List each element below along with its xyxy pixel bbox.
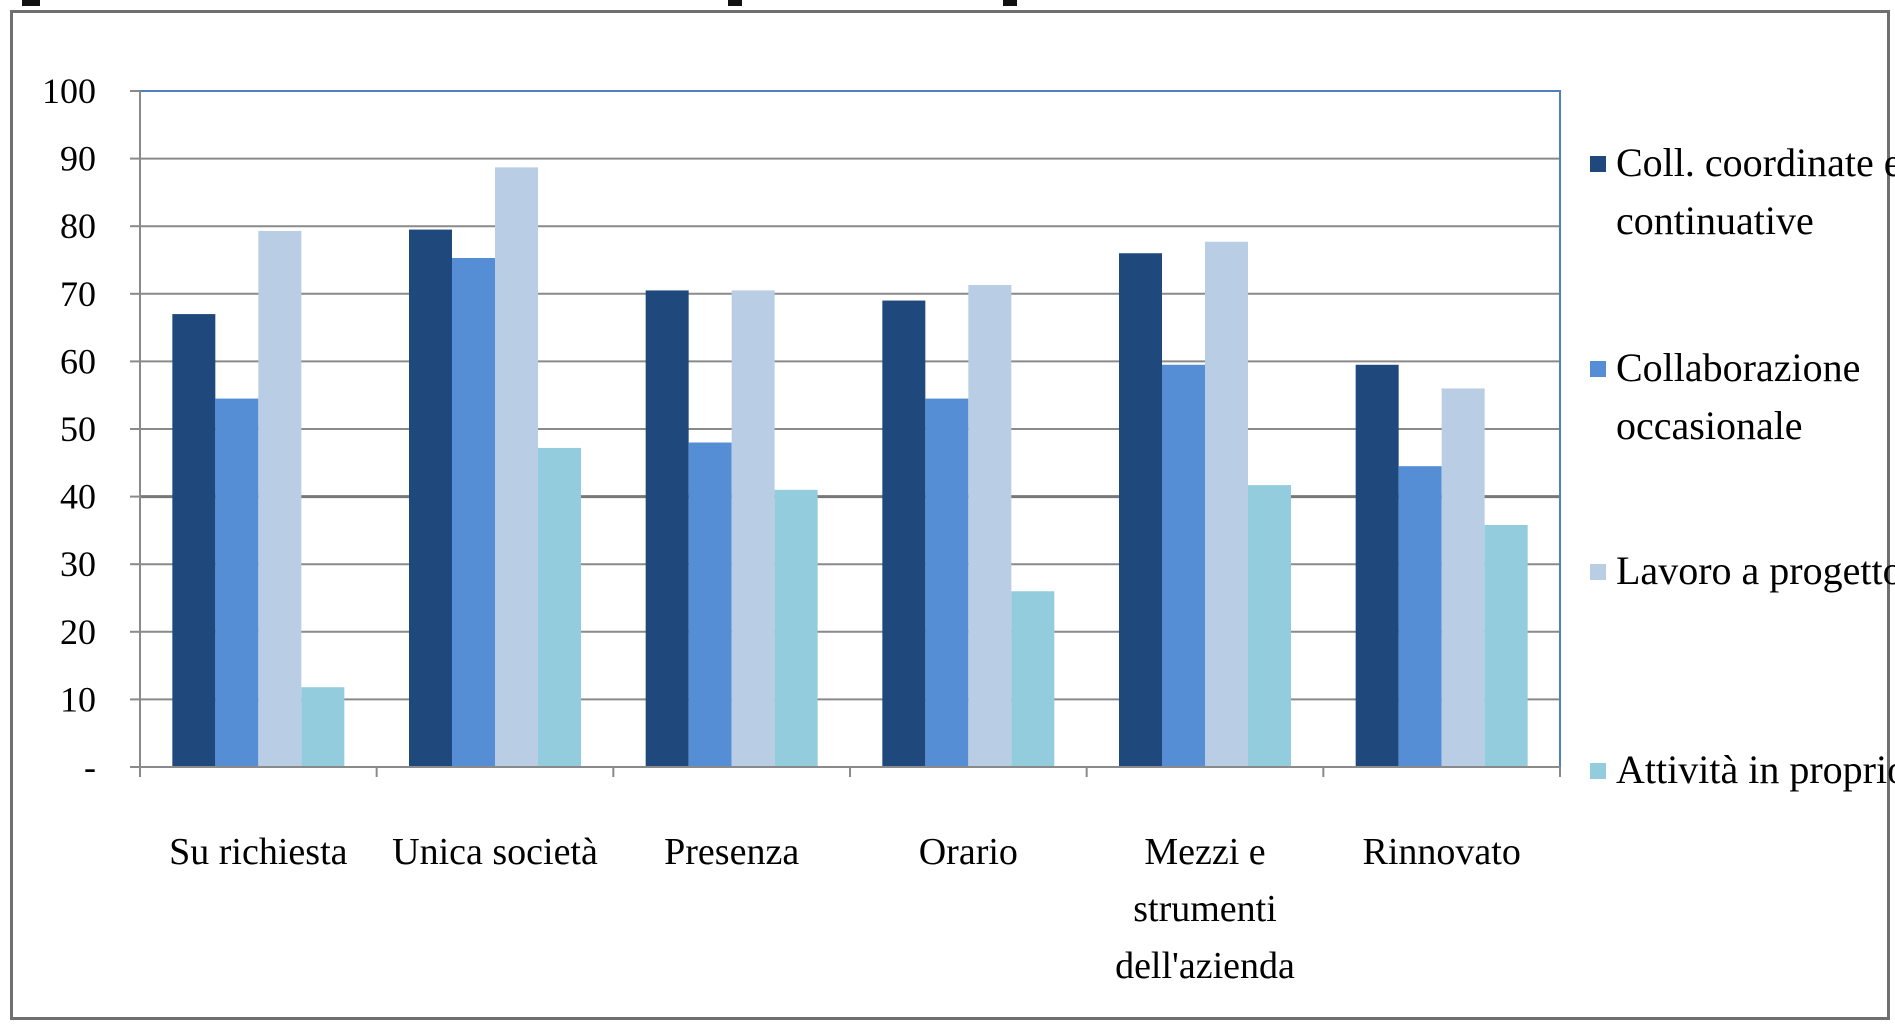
legend-swatch-2 <box>1590 361 1606 377</box>
bar-2-2 <box>452 258 495 767</box>
bar-4-6 <box>1485 525 1528 767</box>
legend-label-1: Coll. coordinate e <box>1616 140 1895 185</box>
bar-3-6 <box>1442 388 1485 767</box>
category-label-3: Presenza <box>664 831 799 873</box>
y-tick-label-70: 70 <box>60 274 96 314</box>
category-label-5: dell'azienda <box>1115 945 1295 987</box>
bar-3-5 <box>1205 242 1248 767</box>
bar-3-1 <box>258 231 301 767</box>
bar-2-3 <box>689 443 732 767</box>
y-tick-label-30: 30 <box>60 544 96 584</box>
bar-4-3 <box>775 490 818 767</box>
category-labels: Su richiesta Unica società Presenza Orario M… <box>169 831 1521 987</box>
y-tick-label-80: 80 <box>60 206 96 246</box>
y-tick-label-100: 100 <box>42 71 96 111</box>
legend-label-2: Collaborazione <box>1616 345 1860 390</box>
bar-2-1 <box>215 399 258 767</box>
y-tick-label-50: 50 <box>60 409 96 449</box>
y-tick-label-20: 20 <box>60 612 96 652</box>
legend-label-1: continuative <box>1616 198 1814 243</box>
bar-3-4 <box>968 285 1011 767</box>
legend-label-2: occasionale <box>1616 403 1803 448</box>
bar-1-5 <box>1119 253 1162 767</box>
y-tick-label-10: 10 <box>60 679 96 719</box>
bar-1-1 <box>172 314 215 767</box>
bar-1-4 <box>882 301 925 767</box>
legend-swatch-1 <box>1590 156 1606 172</box>
gridlines <box>140 91 1560 699</box>
bar-2-6 <box>1399 466 1442 767</box>
category-label-2: Unica società <box>392 831 598 873</box>
bar-3-3 <box>732 290 775 767</box>
category-label-6: Rinnovato <box>1363 831 1521 873</box>
category-label-1: Su richiesta <box>169 831 347 873</box>
bar-1-6 <box>1356 365 1399 767</box>
category-label-4: Orario <box>919 831 1018 873</box>
bar-1-3 <box>646 290 689 767</box>
legend-label-3: Lavoro a progetto <box>1616 548 1895 593</box>
y-tick-label-40: 40 <box>60 477 96 517</box>
legend-label-4: Attività in proprio <box>1616 747 1895 792</box>
bar-4-4 <box>1011 591 1054 767</box>
y-tick-label-90: 90 <box>60 139 96 179</box>
category-label-5: Mezzi e <box>1144 831 1265 873</box>
legend-swatch-4 <box>1590 763 1606 779</box>
bar-4-5 <box>1248 485 1291 767</box>
axes <box>130 91 1560 777</box>
bars <box>172 167 1527 767</box>
legend: Coll. coordinate e continuative Collaboraz… <box>1590 140 1895 792</box>
bar-3-2 <box>495 167 538 767</box>
bar-2-4 <box>925 399 968 767</box>
y-tick-label-0: - <box>84 747 96 787</box>
bar-1-2 <box>409 230 452 767</box>
y-tick-labels: - 10 20 30 40 50 60 70 80 90 100 <box>42 71 96 787</box>
legend-swatch-3 <box>1590 564 1606 580</box>
bar-4-1 <box>301 687 344 767</box>
bar-4-2 <box>538 448 581 767</box>
category-label-5: strumenti <box>1133 888 1277 930</box>
bar-2-5 <box>1162 365 1205 767</box>
y-tick-label-60: 60 <box>60 341 96 381</box>
